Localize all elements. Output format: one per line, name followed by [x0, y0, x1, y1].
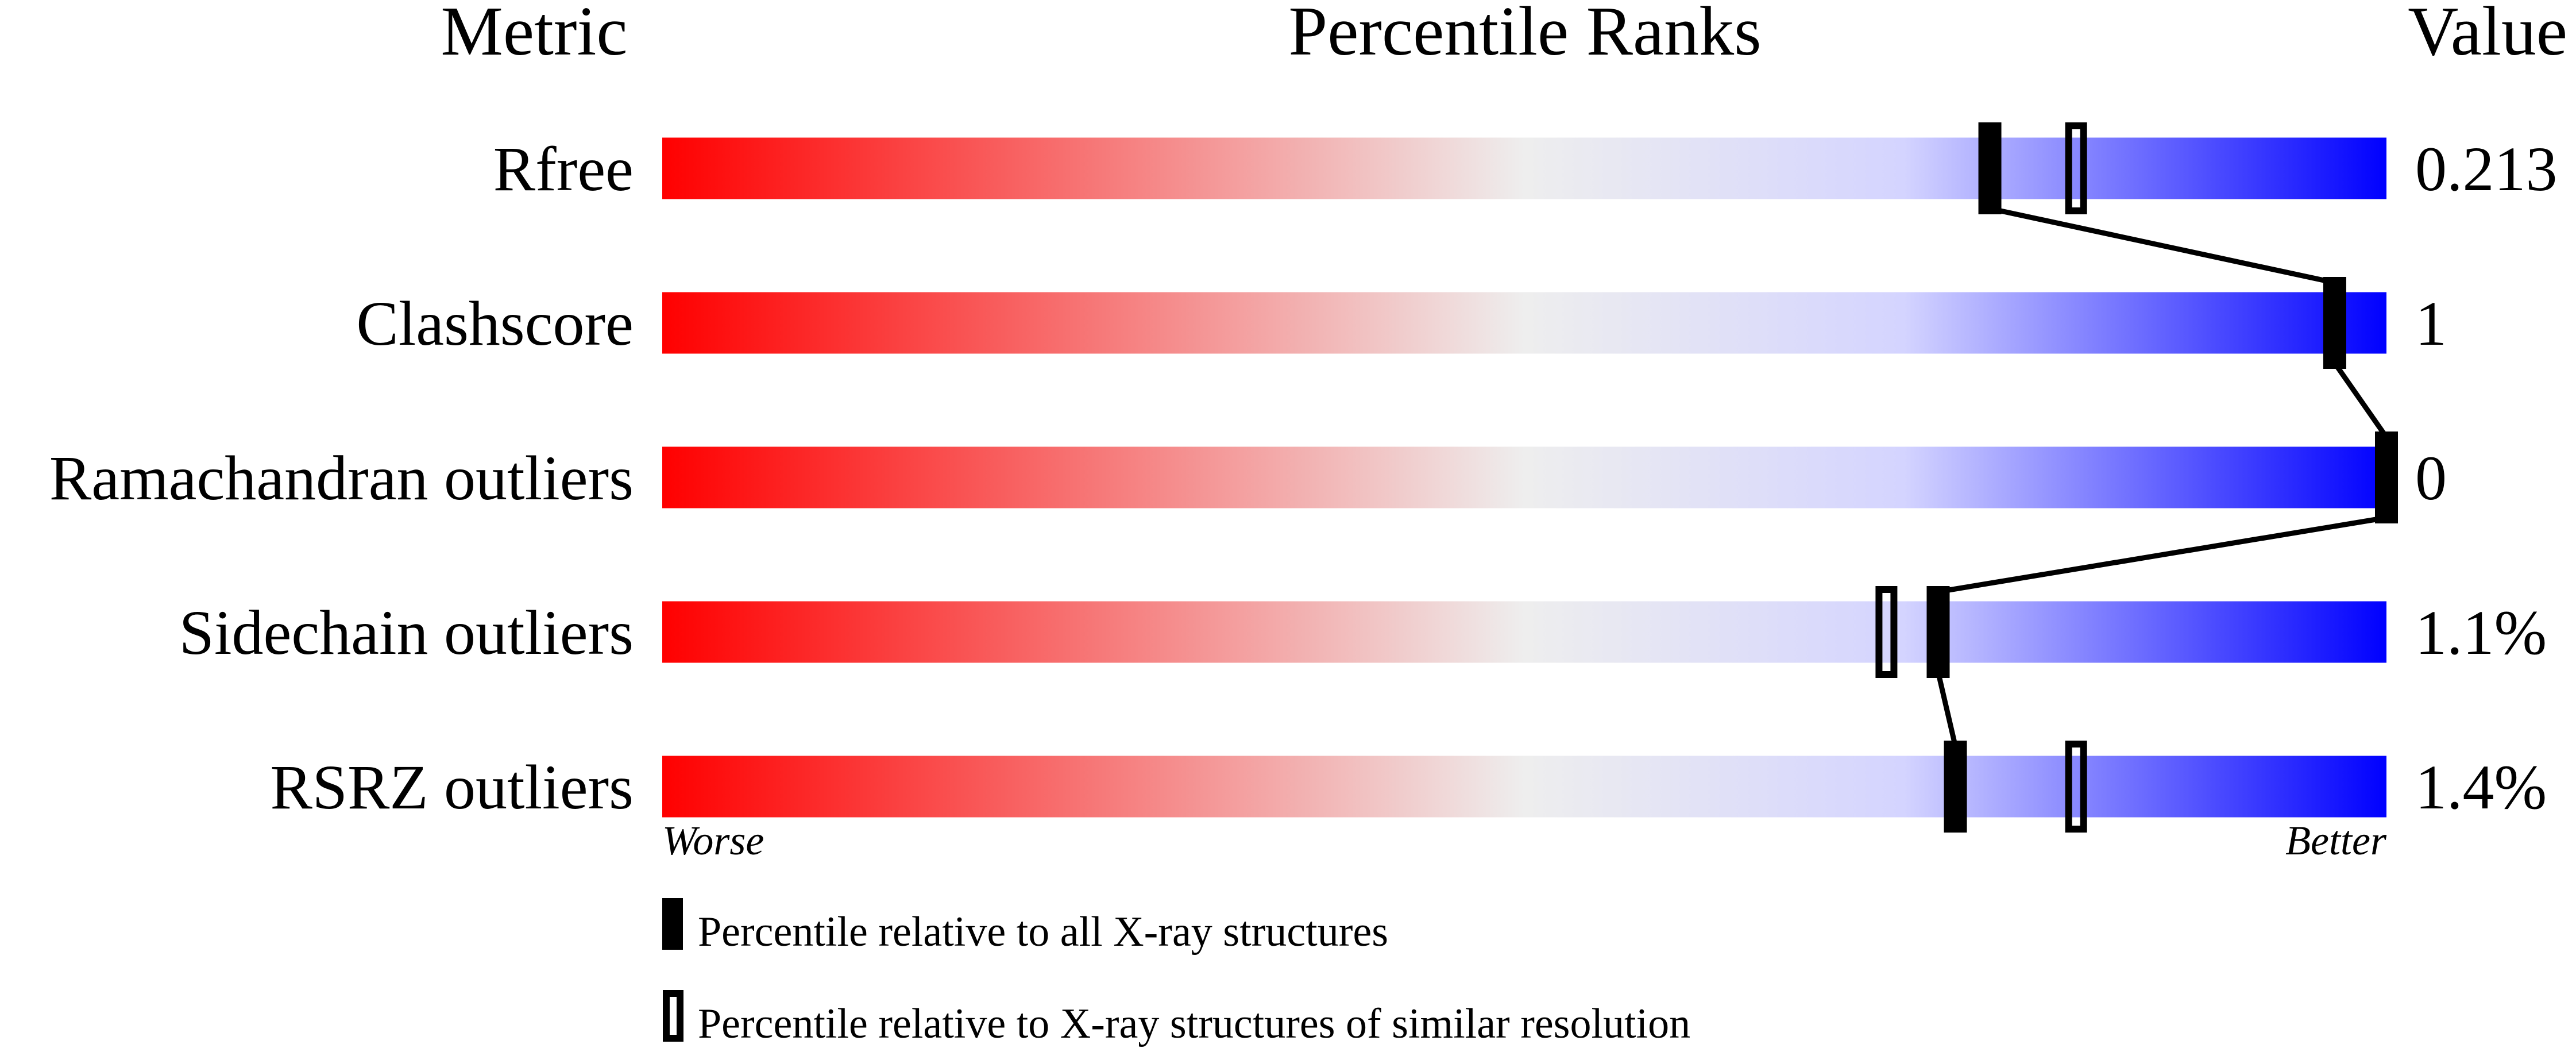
marker-similar-sidechain-outliers: [1875, 586, 1898, 678]
metric-value-rfree: 0.213: [2415, 134, 2558, 204]
metric-label-rfree: Rfree: [493, 134, 634, 204]
marker-all-rsrz-outliers: [1944, 741, 1967, 833]
connector-line: [1936, 671, 1958, 748]
connector-line: [1989, 206, 2335, 286]
header-value: Value: [2408, 0, 2567, 70]
metric-value-clashscore: 1: [2415, 288, 2447, 359]
metric-value-rsrz-outliers: 1.4%: [2415, 752, 2547, 822]
marker-similar-rfree: [2065, 122, 2087, 214]
percentile-bar-rfree: [662, 137, 2386, 199]
metric-label-clashscore: Clashscore: [356, 288, 634, 359]
connector-line: [1937, 515, 2387, 595]
percentile-bar-ramachandran-outliers: [662, 446, 2386, 508]
marker-similar-rsrz-outliers: [2065, 741, 2087, 833]
header-percentile-ranks: Percentile Ranks: [1288, 0, 1761, 70]
percentile-bar-sidechain-outliers: [662, 601, 2386, 663]
metric-value-ramachandran-outliers: 0: [2415, 443, 2447, 513]
percentile-bar-rsrz-outliers: [662, 756, 2386, 818]
axis-label-worse: Worse: [662, 818, 764, 864]
metric-label-sidechain-outliers: Sidechain outliers: [179, 598, 634, 668]
header-metric: Metric: [441, 0, 627, 70]
legend-label-all: Percentile relative to all X-ray structu…: [698, 908, 1388, 955]
legend-label-similar: Percentile relative to X-ray structures …: [698, 1000, 1690, 1047]
metric-label-rsrz-outliers: RSRZ outliers: [270, 752, 634, 822]
marker-all-ramachandran-outliers: [2375, 431, 2398, 523]
connector-line: [2332, 361, 2389, 439]
legend-open-marker-icon: [663, 990, 683, 1042]
marker-all-rfree: [1978, 122, 2002, 214]
metric-label-ramachandran-outliers: Ramachandran outliers: [49, 443, 634, 513]
axis-label-better: Better: [2285, 818, 2387, 864]
marker-all-clashscore: [2323, 277, 2346, 369]
marker-all-sidechain-outliers: [1926, 586, 1950, 678]
legend-filled-marker-icon: [662, 898, 683, 950]
metric-value-sidechain-outliers: 1.1%: [2415, 598, 2547, 668]
percentile-bar-clashscore: [662, 292, 2386, 354]
